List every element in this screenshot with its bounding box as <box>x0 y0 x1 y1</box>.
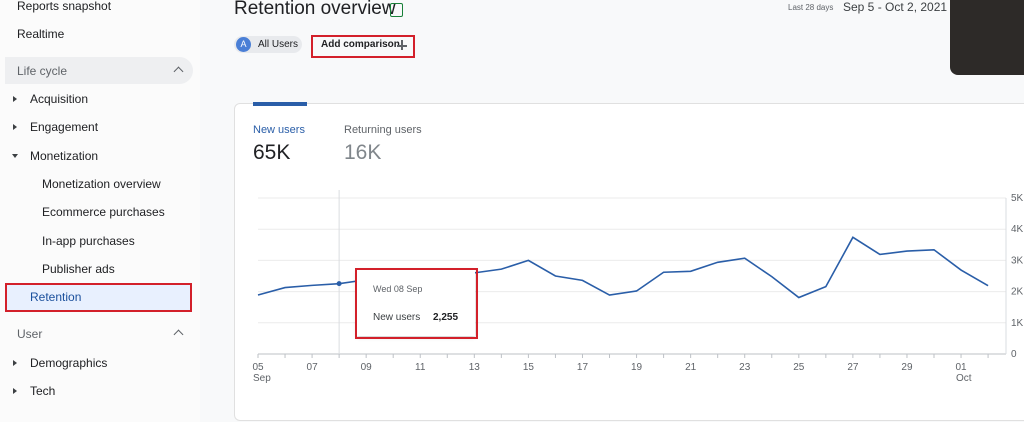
x-tick-label: 29 <box>901 362 913 373</box>
x-tick-label: 17 <box>577 362 589 373</box>
selected-bg <box>5 283 192 312</box>
x-tick-label: 25 <box>793 362 805 373</box>
nav-item[interactable]: Demographics <box>12 356 108 370</box>
add-comparison[interactable]: Add comparison <box>321 39 400 50</box>
x-tick-label: 21 <box>685 362 697 373</box>
nav-subitem[interactable]: Monetization overview <box>42 177 161 191</box>
section-title[interactable]: User <box>17 327 43 341</box>
tooltip-date: Wed 08 Sep <box>373 284 423 294</box>
nav-item[interactable]: Tech <box>12 384 56 398</box>
nav-item[interactable]: Acquisition <box>12 92 89 106</box>
tab-label[interactable]: New users <box>253 124 305 136</box>
nav-item[interactable]: Engagement <box>12 120 99 134</box>
y-tick-label: 1K <box>1011 318 1024 329</box>
tab-value: 16K <box>344 141 382 164</box>
section-bg <box>5 57 193 84</box>
x-tick-label: 13 <box>469 362 481 373</box>
x-tick-label: 01 <box>955 362 967 373</box>
tooltip-value: 2,255 <box>433 312 459 323</box>
hover-point <box>336 281 342 287</box>
nav-item[interactable]: Reports snapshot <box>17 0 112 13</box>
chart: 0 1K 2K 3K 4K 5K 05 07 09 11 13 15 17 19 21 23 25 27 29 01 S… <box>252 190 1024 384</box>
nav-subitem[interactable]: Ecommerce purchases <box>42 205 165 219</box>
tab-indicator <box>253 102 307 106</box>
x-tick-label: 19 <box>631 362 643 373</box>
section-title[interactable]: Life cycle <box>17 64 68 78</box>
x-tick-label: 15 <box>523 362 535 373</box>
card <box>234 103 1024 421</box>
verified-icon <box>390 3 403 17</box>
y-tick-label: 3K <box>1011 255 1024 266</box>
tab-label[interactable]: Returning users <box>344 124 422 136</box>
nav-item[interactable]: Realtime <box>17 27 65 41</box>
y-tick-label: 2K <box>1011 287 1024 298</box>
webcam-overlay <box>950 0 1024 75</box>
x-tick-label: 05 <box>252 362 264 373</box>
y-tick-label: 4K <box>1011 224 1024 235</box>
segment-badge: A <box>236 37 251 52</box>
x-tick-label: 07 <box>307 362 319 373</box>
highlight-box <box>5 283 192 312</box>
x-month-label: Sep <box>253 373 271 384</box>
tab-value: 65K <box>253 141 291 164</box>
y-tick-label: 5K <box>1011 193 1024 204</box>
nav-subitem[interactable]: In-app purchases <box>42 234 135 248</box>
x-month-label: Oct <box>956 373 972 384</box>
nav-subitem[interactable]: Publisher ads <box>42 262 115 276</box>
tooltip <box>357 270 475 336</box>
tooltip-series: New users <box>373 312 421 323</box>
y-tick-label: 0 <box>1011 349 1017 360</box>
nav-item-selected[interactable]: Retention <box>30 290 82 304</box>
plus-v <box>401 40 403 50</box>
x-tick-label: 11 <box>415 362 426 373</box>
page-title: Retention overview <box>234 0 396 19</box>
highlight-box <box>311 35 415 58</box>
segment-name: All Users <box>258 39 299 50</box>
nav-item[interactable]: Monetization <box>11 149 99 163</box>
date-range[interactable]: Sep 5 - Oct 2, 2021 <box>843 0 948 14</box>
x-tick-label: 23 <box>739 362 751 373</box>
highlight-box <box>355 268 478 339</box>
range-label: Last 28 days <box>788 3 834 12</box>
x-tick-label: 09 <box>361 362 373 373</box>
x-tick-label: 27 <box>847 362 859 373</box>
